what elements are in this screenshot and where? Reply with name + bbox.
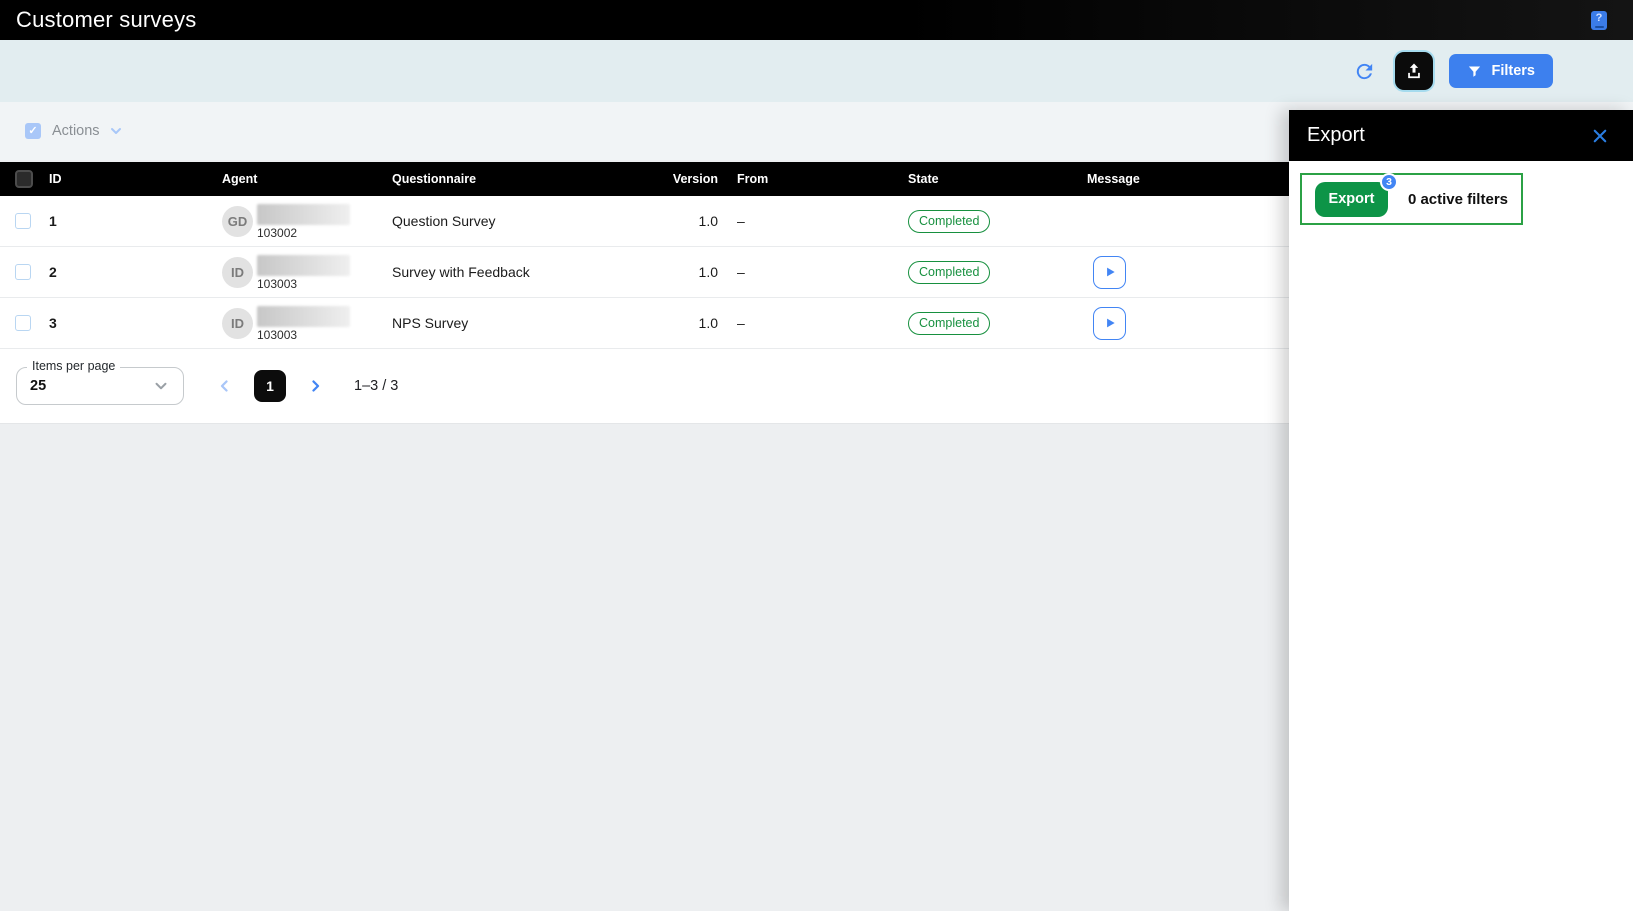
row-id: 2 — [49, 264, 57, 280]
play-message-button[interactable] — [1093, 306, 1126, 340]
active-filters-label: 0 active filters — [1407, 190, 1508, 208]
page-range-label: 1–3 / 3 — [354, 378, 399, 394]
upload-icon — [1404, 61, 1424, 81]
refresh-icon — [1353, 60, 1376, 83]
questionnaire-name: NPS Survey — [392, 315, 469, 331]
close-icon[interactable] — [1591, 127, 1609, 145]
column-header-message[interactable]: Message — [1087, 172, 1140, 186]
version-value: 1.0 — [698, 315, 718, 331]
surveys-table: ID Agent Questionnaire Version From Stat… — [0, 162, 1289, 349]
table-row: 2 ID 103003 Survey with Feedback 1.0 – C… — [0, 247, 1289, 298]
agent-number: 103002 — [257, 226, 298, 240]
column-header-questionnaire[interactable]: Questionnaire — [392, 172, 477, 186]
status-badge: Completed — [908, 311, 991, 335]
export-button-label: Export — [1328, 191, 1375, 207]
agent-number: 103003 — [257, 277, 298, 291]
version-value: 1.0 — [698, 264, 718, 280]
table-row: 1 GD 103002 Question Survey 1.0 – Comple… — [0, 196, 1289, 247]
table-header-row: ID Agent Questionnaire Version From Stat… — [0, 162, 1289, 196]
column-header-id[interactable]: ID — [49, 172, 62, 186]
version-value: 1.0 — [698, 213, 718, 229]
agent-avatar: GD — [222, 205, 253, 237]
questionnaire-name: Survey with Feedback — [392, 264, 530, 280]
export-drawer-title: Export — [1307, 124, 1365, 146]
export-highlight-box: Export 3 0 active filters — [1300, 172, 1523, 225]
export-button-toolbar[interactable] — [1395, 52, 1434, 90]
page-title: Customer surveys — [16, 7, 197, 32]
row-checkbox[interactable] — [15, 264, 31, 280]
actions-checkbox[interactable]: ✓ — [25, 123, 41, 139]
items-per-page-select[interactable]: Items per page 25 — [16, 359, 184, 405]
agent-avatar: ID — [222, 256, 253, 288]
row-id: 1 — [49, 213, 57, 229]
export-drawer: Export Export 3 0 active filters — [1289, 110, 1633, 911]
chevron-down-icon[interactable] — [108, 123, 124, 139]
toolbar: Filters — [0, 40, 1633, 102]
table-body: 1 GD 103002 Question Survey 1.0 – Comple… — [0, 196, 1289, 349]
row-checkbox[interactable] — [15, 315, 31, 331]
play-icon — [1103, 316, 1117, 330]
column-header-agent[interactable]: Agent — [222, 172, 258, 186]
questionnaire-name: Question Survey — [392, 213, 496, 229]
export-drawer-body: Export 3 0 active filters — [1289, 161, 1633, 237]
select-all-checkbox[interactable] — [15, 170, 33, 188]
filters-button[interactable]: Filters — [1449, 54, 1553, 88]
funnel-icon — [1467, 64, 1482, 79]
from-value: – — [737, 213, 745, 229]
items-per-page-value: 25 — [30, 378, 47, 394]
play-icon — [1103, 265, 1117, 279]
actions-label: Actions — [52, 123, 100, 139]
agent-avatar: ID — [222, 307, 253, 339]
filters-button-label: Filters — [1491, 63, 1535, 79]
pager: 1 1–3 / 3 — [212, 370, 398, 402]
pagination-bar: Items per page 25 1 1–3 / 3 — [0, 349, 1289, 424]
row-id: 3 — [49, 315, 57, 331]
help-book-icon[interactable]: ? — [1591, 10, 1607, 30]
current-page-button[interactable]: 1 — [254, 370, 286, 402]
column-header-version[interactable]: Version — [672, 172, 718, 186]
items-per-page-label: Items per page — [27, 359, 121, 373]
next-page-button[interactable] — [302, 373, 328, 399]
select-chevron-down-icon — [152, 377, 170, 395]
agent-number: 103003 — [257, 328, 298, 342]
from-value: – — [737, 315, 745, 331]
export-drawer-header: Export — [1289, 110, 1633, 161]
refresh-button[interactable] — [1347, 54, 1381, 88]
row-checkbox[interactable] — [15, 213, 31, 229]
from-value: – — [737, 264, 745, 280]
column-header-from[interactable]: From — [737, 172, 769, 186]
status-badge: Completed — [908, 260, 991, 284]
export-button[interactable]: Export 3 — [1315, 172, 1398, 217]
table-row: 3 ID 103003 NPS Survey 1.0 – Completed — [0, 298, 1289, 349]
column-header-state[interactable]: State — [908, 172, 939, 186]
redacted-agent-name — [257, 306, 350, 327]
redacted-agent-name — [257, 255, 350, 276]
status-badge: Completed — [908, 209, 991, 233]
play-message-button[interactable] — [1093, 255, 1126, 289]
title-bar: Customer surveys ? — [0, 0, 1633, 40]
previous-page-button[interactable] — [212, 373, 238, 399]
export-count-badge: 3 — [1380, 172, 1398, 191]
redacted-agent-name — [257, 204, 350, 225]
